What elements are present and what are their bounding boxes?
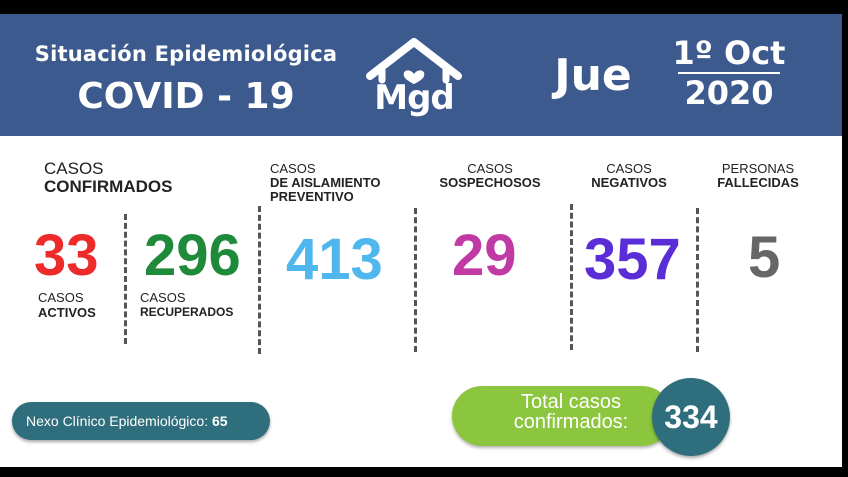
aislamiento-value: 413 <box>286 227 383 292</box>
aislamiento-label-bold1: DE AISLAMIENTO <box>270 175 381 190</box>
date-year: 2020 <box>684 74 774 112</box>
nexo-badge: Nexo Clínico Epidemiológico: 65 <box>12 402 270 440</box>
total-label: Total casos confirmados: <box>482 392 660 432</box>
negativos-label-top: CASOS <box>606 161 652 176</box>
activos-value: 33 <box>34 223 99 288</box>
recuperados-label-top: CASOS <box>140 290 186 305</box>
confirmados-label: CASOS CONFIRMADOS <box>44 160 172 196</box>
confirmados-label-bold: CONFIRMADOS <box>44 177 173 196</box>
divider-dashed <box>696 208 699 352</box>
aislamiento-label: CASOS DE AISLAMIENTO PREVENTIVO <box>270 162 381 204</box>
total-pill <box>452 386 672 446</box>
header-title: Situación Epidemiológica <box>34 42 338 66</box>
divider-dashed <box>414 208 417 352</box>
sospechosos-value: 29 <box>452 223 517 288</box>
fallecidas-label-top: PERSONAS <box>721 161 795 176</box>
date-divider <box>678 72 780 74</box>
date-day-month: 1º Oct <box>672 34 786 72</box>
fallecidas-label-bold: FALLECIDAS <box>717 175 799 190</box>
divider-dashed <box>124 214 127 344</box>
recuperados-label-bold: RECUPERADOS <box>140 305 234 319</box>
aislamiento-label-bold2: PREVENTIVO <box>270 189 354 204</box>
fallecidas-value: 5 <box>748 225 781 290</box>
total-label-line1: Total casos <box>520 391 622 413</box>
activos-label-top: CASOS <box>38 290 84 305</box>
sospechosos-label-top: CASOS <box>467 161 513 176</box>
activos-label-bold: ACTIVOS <box>38 305 96 320</box>
nexo-value: 65 <box>211 413 228 429</box>
fallecidas-label: PERSONAS FALLECIDAS <box>706 162 810 190</box>
nexo-label: Nexo Clínico Epidemiológico: <box>26 413 209 429</box>
negativos-value: 357 <box>584 227 681 292</box>
covid-report-card: Situación Epidemiológica COVID - 19 Mgd … <box>0 14 842 467</box>
confirmados-label-top: CASOS <box>44 159 104 178</box>
activos-label: CASOS ACTIVOS <box>38 290 96 320</box>
recuperados-value: 296 <box>144 223 241 288</box>
header-subtitle: COVID - 19 <box>77 76 295 117</box>
aislamiento-label-top: CASOS <box>270 161 316 176</box>
recuperados-label: CASOS RECUPERADOS <box>140 290 233 320</box>
negativos-label: CASOS NEGATIVOS <box>584 162 674 190</box>
negativos-label-bold: NEGATIVOS <box>591 175 667 190</box>
sospechosos-label-bold: SOSPECHOSOS <box>439 175 541 190</box>
divider-dashed <box>258 206 261 354</box>
sospechosos-label: CASOS SOSPECHOSOS <box>430 162 550 190</box>
divider-dashed <box>570 204 573 350</box>
header-banner: Situación Epidemiológica COVID - 19 Mgd … <box>0 14 842 136</box>
day-label: Jue <box>554 50 632 101</box>
logo-text: Mgd <box>374 78 455 118</box>
total-label-line2: confirmados: <box>513 411 629 433</box>
total-value: 334 <box>652 378 730 456</box>
house-heart-icon <box>366 38 462 84</box>
